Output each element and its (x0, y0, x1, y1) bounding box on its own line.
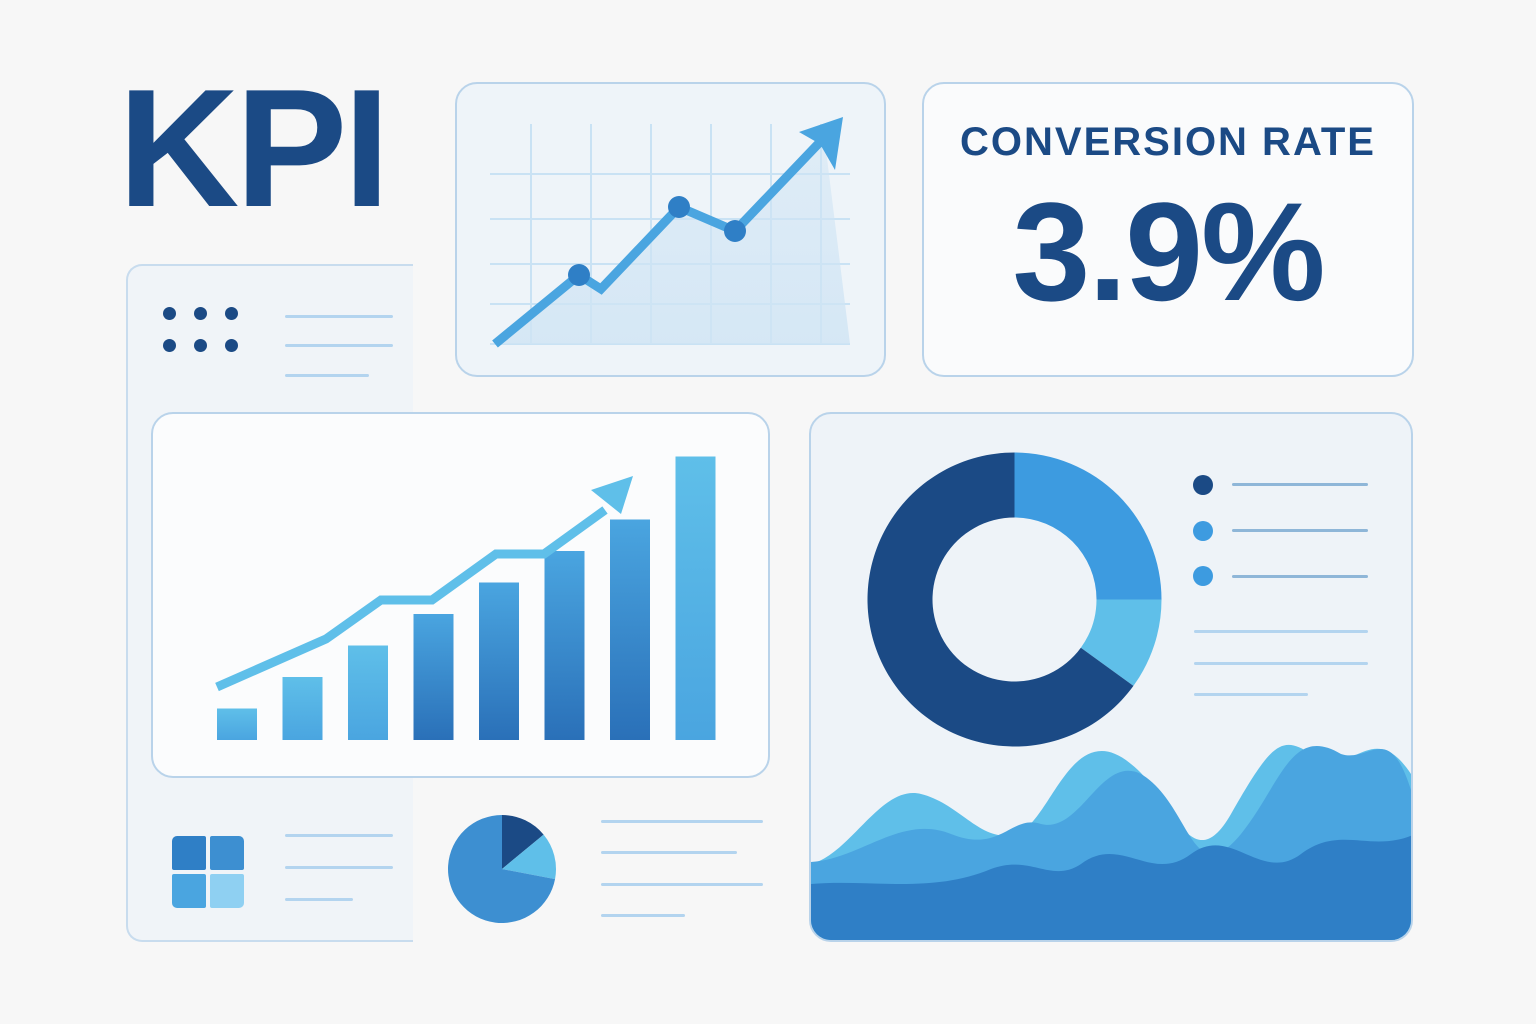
bar (413, 614, 454, 740)
donut-segment (867, 452, 1134, 747)
sidebar-text-line (285, 834, 393, 837)
sidebar-text-line (285, 374, 369, 377)
legend-text-line (1194, 630, 1368, 633)
conversion-rate-card[interactable] (922, 82, 1414, 377)
line-point (568, 264, 590, 286)
dot-grid-icon[interactable] (163, 307, 243, 353)
bar-chart (215, 456, 716, 740)
bar (479, 582, 519, 740)
legend-dot (1193, 521, 1213, 541)
donut-chart (867, 452, 1162, 747)
line-chart-area (495, 142, 850, 344)
sidebar-text-line (285, 866, 393, 869)
line-chart-series (492, 138, 824, 348)
bar (544, 551, 585, 740)
bar (675, 456, 716, 740)
legend-text-line (1232, 529, 1368, 532)
bar (217, 708, 257, 740)
small-pie-chart (448, 815, 556, 923)
bar (282, 677, 323, 740)
line-chart (490, 117, 850, 348)
donut-segment (1080, 599, 1162, 686)
bar (348, 645, 388, 740)
pie-slice (502, 815, 544, 869)
wave-layer-dark (811, 835, 1411, 940)
legend-text-line (1194, 693, 1308, 696)
pie-text-line (601, 883, 763, 886)
legend-text-line (1232, 483, 1368, 486)
pie-text-line (601, 851, 737, 854)
bar (610, 519, 650, 740)
grid-tiles-icon[interactable] (172, 836, 246, 910)
pie-text-line (601, 914, 685, 917)
sidebar-text-line (285, 315, 393, 318)
bar-chart-card[interactable] (151, 412, 770, 778)
conversion-rate-label: CONVERSION RATE (960, 120, 1376, 164)
legend-text-line (1194, 662, 1368, 665)
legend-dot (1193, 475, 1213, 495)
trend-up-arrow-icon (591, 476, 633, 514)
wave-area-chart (811, 745, 1411, 940)
donut-segment (1014, 452, 1162, 600)
conversion-rate-value: 3.9% (1012, 173, 1325, 330)
sidebar-text-line (285, 898, 353, 901)
legend-dot (1193, 566, 1213, 586)
line-point (724, 220, 746, 242)
pie-slice (448, 815, 556, 923)
pie-slice (502, 834, 556, 880)
sidebar-text-line (285, 344, 393, 347)
legend-text-line (1232, 575, 1368, 578)
page-title: KPI (118, 54, 390, 242)
trend-up-arrow-icon (799, 117, 843, 170)
bar-trend-line (215, 506, 608, 692)
pie-text-line (601, 820, 763, 823)
line-point (668, 196, 690, 218)
